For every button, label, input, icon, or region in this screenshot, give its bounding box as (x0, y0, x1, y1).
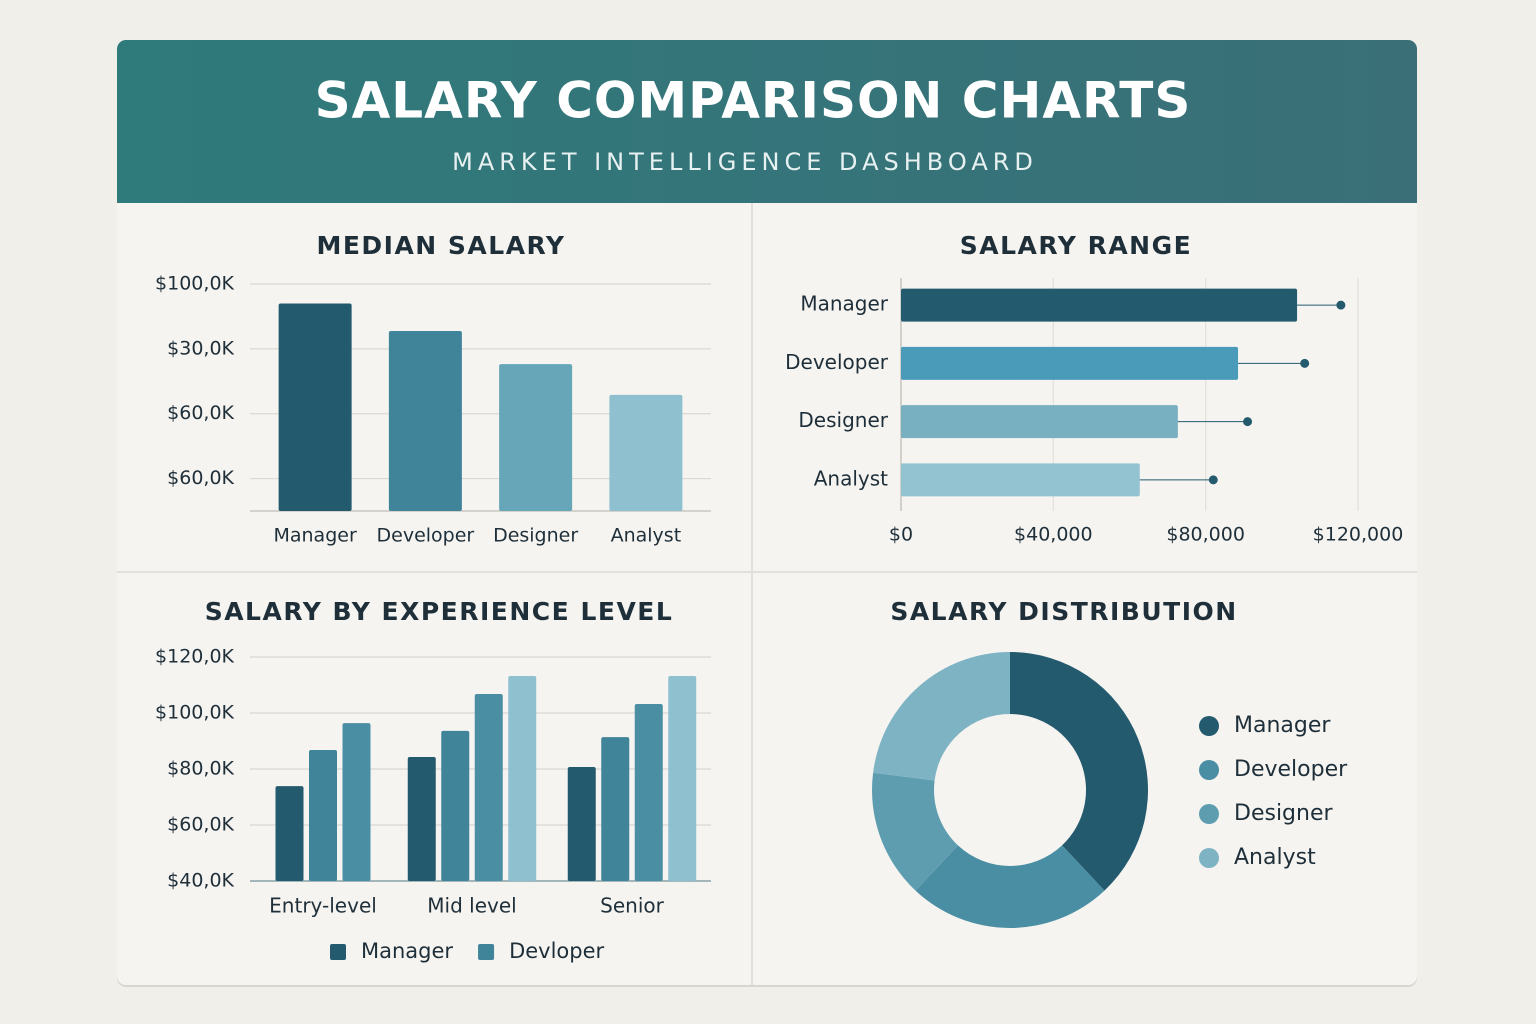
y-tick-label: $30,0K (167, 337, 234, 359)
bar (342, 723, 371, 881)
x-tick-label: $120,000 (1313, 524, 1404, 546)
x-tick-label: Manager (273, 525, 356, 547)
legend-label: Designer (1234, 801, 1333, 826)
bar (275, 786, 304, 881)
bar (609, 394, 683, 511)
bar (508, 676, 537, 881)
bar (901, 288, 1298, 322)
panel-title: SALARY DISTRIBUTION (890, 597, 1237, 626)
y-tick-label: Developer (785, 350, 889, 374)
legend-label: Manager (361, 939, 453, 963)
legend-swatch (330, 944, 346, 960)
bar (634, 704, 663, 881)
bar (388, 331, 462, 511)
range-max-dot (1208, 475, 1218, 485)
y-tick-label: Analyst (814, 466, 888, 490)
bar (567, 767, 596, 881)
legend-label: Developer (1234, 757, 1348, 782)
legend-swatch (478, 944, 495, 960)
x-tick-label: Entry-level (269, 894, 377, 918)
y-tick-label: $100,0K (155, 702, 234, 724)
bar (668, 676, 697, 881)
donut-slice (915, 845, 1105, 929)
y-tick-label: $80,0K (167, 758, 234, 780)
x-tick-label: $80,000 (1166, 524, 1245, 546)
bar (901, 346, 1239, 380)
header-band (117, 40, 1417, 203)
range-max-dot (1336, 300, 1346, 310)
legend-label: Analyst (1234, 845, 1316, 870)
legend-dot (1199, 760, 1219, 780)
bar (901, 463, 1140, 497)
panel-title: SALARY BY EXPERIENCE LEVEL (205, 597, 674, 626)
bar (407, 756, 436, 881)
donut-slice (1010, 652, 1148, 891)
x-tick-label: Analyst (611, 525, 682, 547)
bar (441, 730, 470, 881)
panel-title: MEDIAN SALARY (316, 231, 565, 260)
y-tick-label: $100,0K (155, 273, 234, 295)
y-tick-label: $60,0K (167, 402, 234, 424)
bar (474, 693, 503, 881)
x-tick-label: Senior (600, 894, 664, 918)
y-tick-label: $60,0K (167, 814, 234, 836)
bar (499, 364, 573, 511)
y-tick-label: $60,0K (167, 467, 234, 489)
y-tick-label: $120,0K (155, 646, 234, 668)
y-tick-label: Manager (800, 292, 888, 316)
donut-slice (873, 652, 1010, 781)
legend-dot (1199, 848, 1219, 868)
x-tick-label: $40,000 (1014, 524, 1093, 546)
bar (901, 405, 1178, 439)
legend-dot (1199, 716, 1219, 736)
page-title: SALARY COMPARISON CHARTS (315, 72, 1192, 130)
x-tick-label: $0 (889, 524, 913, 546)
y-tick-label: Designer (798, 408, 888, 432)
legend-dot (1199, 804, 1219, 824)
range-max-dot (1300, 358, 1310, 368)
range-max-dot (1243, 417, 1253, 427)
bar (278, 303, 352, 511)
page-subtitle: MARKET INTELLIGENCE DASHBOARD (452, 148, 1038, 176)
y-tick-label: $40,0K (167, 870, 234, 892)
x-tick-label: Mid level (427, 894, 516, 918)
panel-title: SALARY RANGE (960, 231, 1192, 260)
legend-label: Manager (1234, 713, 1331, 738)
x-tick-label: Developer (377, 525, 475, 547)
donut-slice (872, 772, 958, 891)
bar (309, 749, 337, 881)
legend-label: Devloper (509, 939, 604, 963)
x-tick-label: Designer (493, 525, 578, 547)
bar (601, 737, 630, 881)
